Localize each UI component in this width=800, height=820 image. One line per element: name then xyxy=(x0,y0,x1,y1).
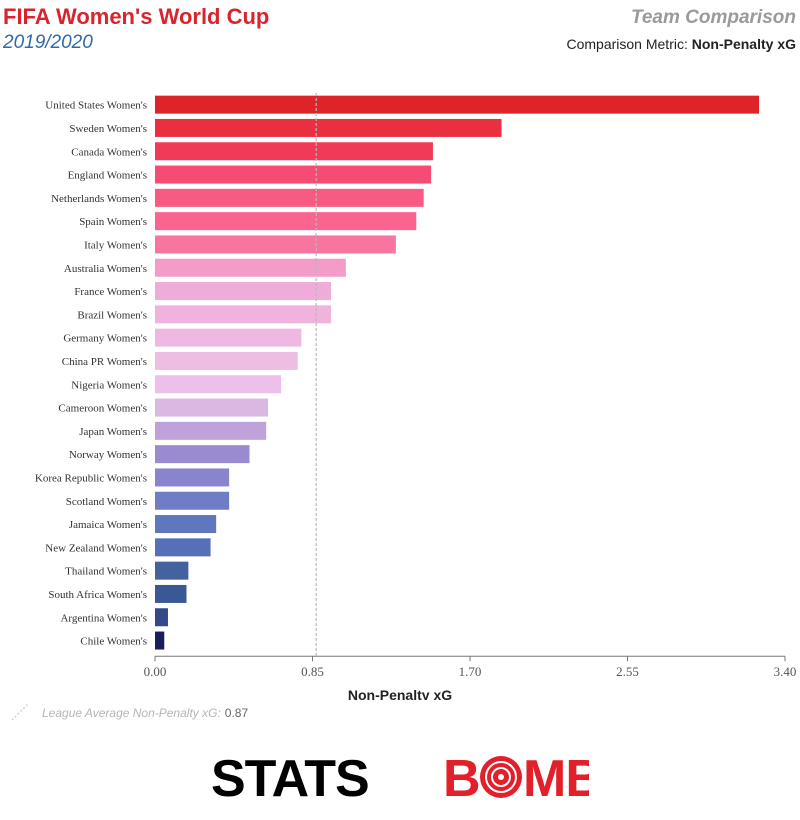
bar-chart: United States Women's Sweden Women's Canad… xyxy=(35,93,797,700)
bar xyxy=(155,538,211,557)
bar xyxy=(155,561,189,580)
bar xyxy=(155,631,165,650)
category-label: Norway Women's xyxy=(69,449,147,461)
bar xyxy=(155,351,298,370)
category-label: Germany Women's xyxy=(63,333,147,345)
bar xyxy=(155,95,760,114)
category-label: South Africa Women's xyxy=(48,589,147,601)
category-label: Brazil Women's xyxy=(77,309,147,321)
bar xyxy=(155,515,217,534)
category-label: Australia Women's xyxy=(64,263,147,275)
bar xyxy=(155,188,424,207)
bar xyxy=(155,445,250,464)
x-tick-label: 0.85 xyxy=(301,664,324,679)
bar xyxy=(155,235,396,254)
metric-line: Comparison Metric: Non-Penalty xG xyxy=(566,36,796,52)
legend-value: 0.87 xyxy=(224,706,249,720)
bar xyxy=(155,398,269,417)
bar xyxy=(155,421,267,440)
bar xyxy=(155,491,230,510)
bar xyxy=(155,212,417,231)
category-label: Netherlands Women's xyxy=(51,193,147,205)
category-label: Chile Women's xyxy=(80,636,147,648)
bar xyxy=(155,118,502,137)
dashed-line-icon xyxy=(11,703,29,721)
category-label: Canada Women's xyxy=(71,146,147,158)
panel-title: Team Comparison xyxy=(630,7,796,28)
category-label: Nigeria Women's xyxy=(71,379,147,391)
bar xyxy=(155,305,332,324)
category-label: Jamaica Women's xyxy=(69,519,147,531)
x-axis-label: Non-Penalty xG xyxy=(348,687,452,700)
category-label: Korea Republic Women's xyxy=(35,472,147,484)
category-label: England Women's xyxy=(68,170,147,182)
logo-left-text: STATS xyxy=(211,752,369,802)
category-label: China PR Women's xyxy=(62,356,147,368)
category-label: Sweden Women's xyxy=(69,123,147,135)
bar xyxy=(155,165,432,184)
bar xyxy=(155,258,346,277)
page-title: FIFA Women's World Cup xyxy=(3,4,270,29)
target-icon xyxy=(480,756,522,798)
bar xyxy=(155,328,302,347)
category-label: Cameroon Women's xyxy=(58,403,147,415)
category-label: United States Women's xyxy=(45,100,147,112)
bar xyxy=(155,468,230,487)
x-tick-label: 3.40 xyxy=(774,664,797,679)
logo-right-text: MB xyxy=(523,752,589,802)
x-tick-label: 0.00 xyxy=(144,664,167,679)
bar xyxy=(155,375,281,394)
category-label: France Women's xyxy=(74,286,147,298)
season-label: 2019/2020 xyxy=(3,32,93,53)
x-tick-label: 1.70 xyxy=(459,664,482,679)
category-label: Argentina Women's xyxy=(60,612,147,624)
bar xyxy=(155,584,187,603)
category-label: Spain Women's xyxy=(79,216,147,228)
chart-legend: League Average Non-Penalty xG: 0.87 xyxy=(10,702,248,724)
metric-value: Non-Penalty xG xyxy=(691,36,796,52)
bar xyxy=(155,282,332,301)
category-label: Scotland Women's xyxy=(66,496,147,508)
legend-label: League Average Non-Penalty xG: xyxy=(42,706,221,720)
metric-label: Comparison Metric: xyxy=(566,36,688,52)
logo-b-text: B xyxy=(443,752,480,802)
category-label: Japan Women's xyxy=(79,426,147,438)
category-label: Thailand Women's xyxy=(65,566,147,578)
x-tick-label: 2.55 xyxy=(616,664,639,679)
category-label: Italy Women's xyxy=(84,239,147,251)
category-label: New Zealand Women's xyxy=(45,542,147,554)
bar xyxy=(155,142,433,161)
statsbomb-logo: STATS B MB xyxy=(211,752,589,802)
bar xyxy=(155,608,168,627)
